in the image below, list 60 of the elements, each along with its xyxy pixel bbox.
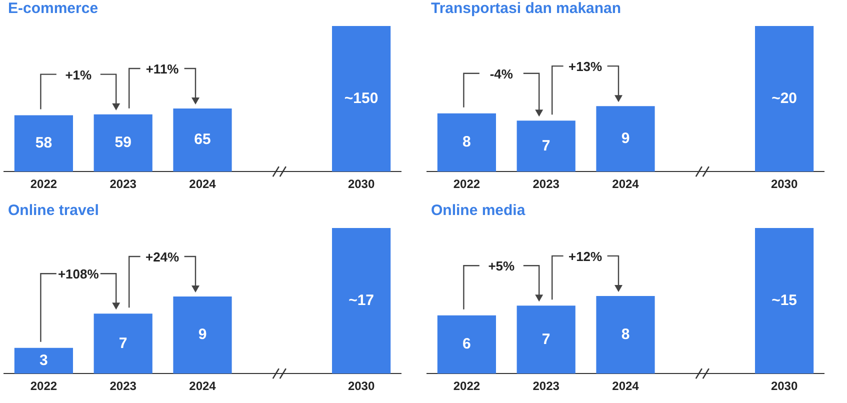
x-tick-label: 2023	[532, 378, 560, 393]
bar	[755, 26, 814, 172]
annotation: +5%	[488, 258, 516, 274]
x-tick-label: 2022	[453, 378, 480, 393]
x-tick-label: 2022	[30, 378, 58, 393]
data-label: 9	[198, 326, 207, 343]
chart-title: E-commerce	[7, 0, 100, 19]
x-tick-label: 2023	[110, 177, 137, 192]
bar	[14, 347, 73, 374]
x-tick-label: 2024	[612, 378, 640, 393]
annotation: +108%	[58, 266, 100, 282]
data-label: 7	[542, 137, 550, 154]
annotation: +1%	[65, 67, 92, 82]
x-tick-label: 2024	[189, 378, 216, 393]
bar	[173, 108, 232, 172]
bar	[596, 295, 655, 374]
data-label: ~20	[772, 90, 798, 107]
x-tick-label: 2024	[612, 177, 640, 192]
bar	[14, 115, 73, 172]
bar	[94, 114, 152, 172]
bar	[437, 314, 496, 374]
data-label: 7	[542, 330, 550, 348]
x-tick-label: 2023	[532, 177, 560, 192]
data-label: 8	[621, 325, 630, 342]
data-label: 6	[462, 335, 471, 352]
data-label: 58	[35, 134, 52, 152]
x-tick-label: 2030	[348, 378, 375, 393]
data-label: 7	[118, 334, 128, 352]
bar	[516, 120, 576, 172]
data-label: ~15	[772, 291, 798, 308]
bar	[437, 113, 496, 172]
annotation: +24%	[145, 249, 180, 264]
x-tick-label: 2030	[348, 177, 375, 192]
bar	[596, 106, 655, 172]
chart-title: Online travel	[7, 202, 100, 220]
annotation: +13%	[568, 59, 603, 74]
x-tick-label: 2022	[453, 177, 480, 192]
bar	[94, 313, 152, 374]
annotation: -4%	[490, 66, 514, 82]
data-label: ~150	[344, 90, 378, 107]
data-label: 8	[462, 134, 471, 151]
x-tick-label: 2023	[110, 378, 137, 393]
data-label: 9	[621, 130, 630, 147]
data-label: 3	[40, 351, 48, 368]
chart-title: Transportasi dan makanan	[430, 0, 622, 19]
bar	[755, 228, 814, 374]
x-tick-label: 2030	[770, 378, 798, 393]
bar	[332, 228, 391, 374]
data-label: 59	[114, 134, 132, 152]
chart-title: Online media	[430, 202, 526, 220]
data-label: 65	[194, 131, 211, 148]
x-tick-label: 2024	[189, 177, 216, 192]
annotation: +11%	[146, 62, 180, 77]
annotation: +12%	[568, 248, 603, 264]
bar	[173, 296, 232, 374]
bar	[516, 305, 576, 374]
x-tick-label: 2030	[770, 177, 798, 192]
data-label: ~17	[348, 291, 374, 308]
bar	[332, 26, 391, 172]
x-tick-label: 2022	[30, 177, 58, 192]
